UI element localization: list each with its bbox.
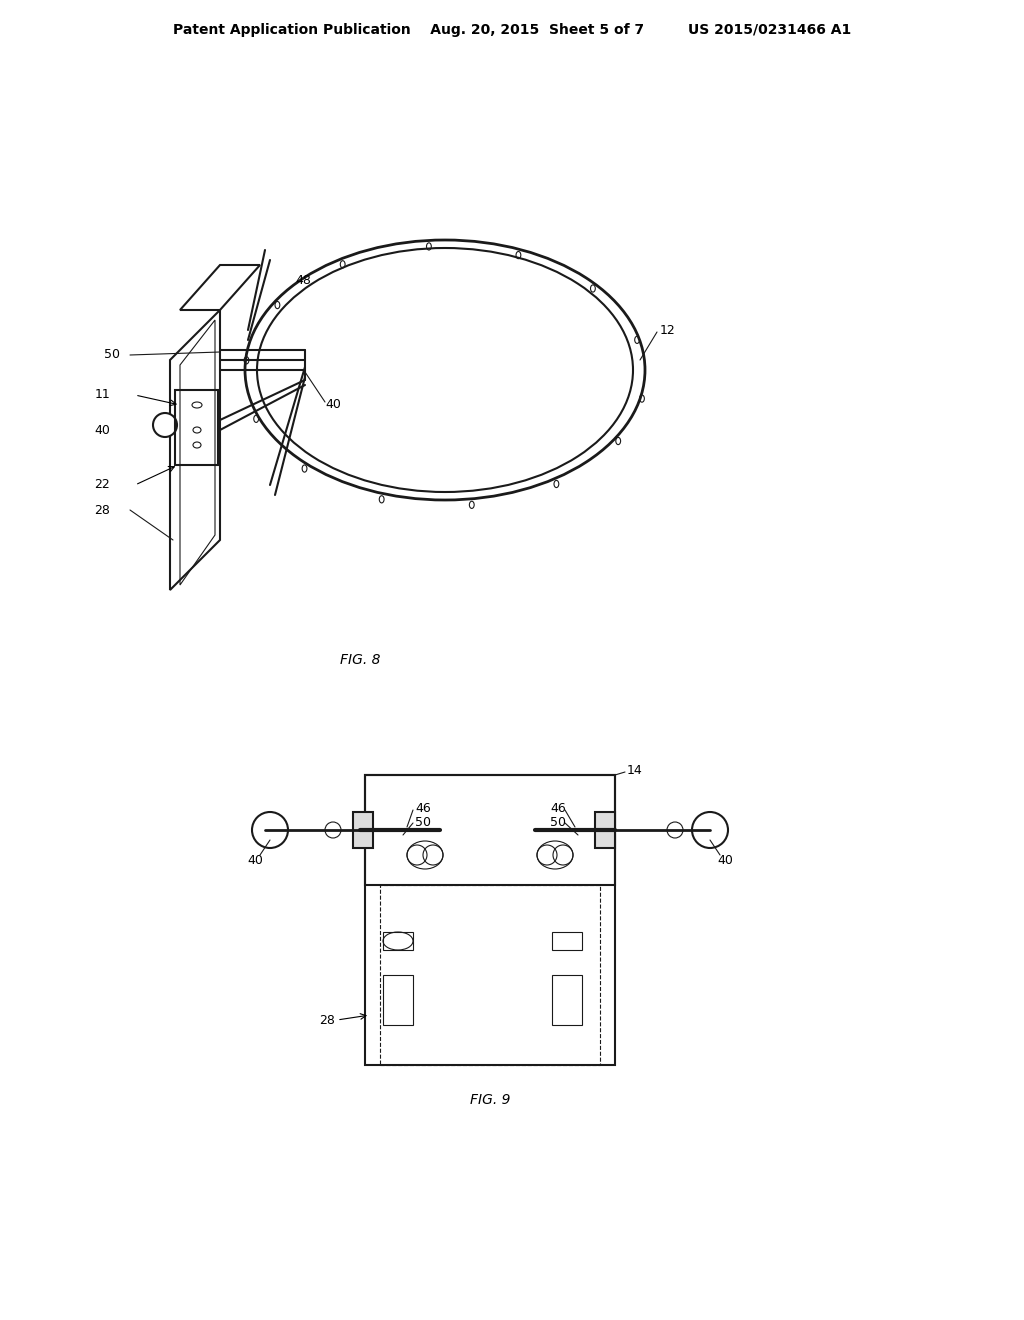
Bar — [365, 775, 615, 1065]
Text: 40: 40 — [717, 854, 733, 866]
Text: FIG. 8: FIG. 8 — [340, 653, 380, 667]
Bar — [552, 975, 582, 1026]
Text: 40: 40 — [94, 424, 110, 437]
Text: 46: 46 — [415, 801, 431, 814]
Text: 14: 14 — [627, 763, 643, 776]
Text: 50: 50 — [104, 348, 120, 362]
Text: 28: 28 — [94, 503, 110, 516]
Text: 40: 40 — [325, 399, 341, 412]
Text: 50: 50 — [550, 816, 566, 829]
Text: 48: 48 — [295, 273, 311, 286]
Text: 12: 12 — [660, 323, 676, 337]
Text: 50: 50 — [415, 816, 431, 829]
Bar — [595, 812, 615, 847]
Bar — [383, 975, 413, 1026]
Bar — [353, 812, 373, 847]
Text: 28: 28 — [319, 1014, 335, 1027]
Bar — [365, 775, 615, 884]
Text: 46: 46 — [550, 801, 565, 814]
Ellipse shape — [252, 812, 288, 847]
Bar — [380, 884, 600, 1065]
Ellipse shape — [257, 248, 633, 492]
Ellipse shape — [692, 812, 728, 847]
Text: FIG. 9: FIG. 9 — [470, 1093, 510, 1107]
Text: 11: 11 — [94, 388, 110, 401]
Text: 22: 22 — [94, 479, 110, 491]
Ellipse shape — [153, 413, 177, 437]
Text: Patent Application Publication    Aug. 20, 2015  Sheet 5 of 7         US 2015/02: Patent Application Publication Aug. 20, … — [173, 22, 851, 37]
Bar — [552, 932, 582, 950]
Bar — [383, 932, 413, 950]
Text: 40: 40 — [247, 854, 263, 866]
